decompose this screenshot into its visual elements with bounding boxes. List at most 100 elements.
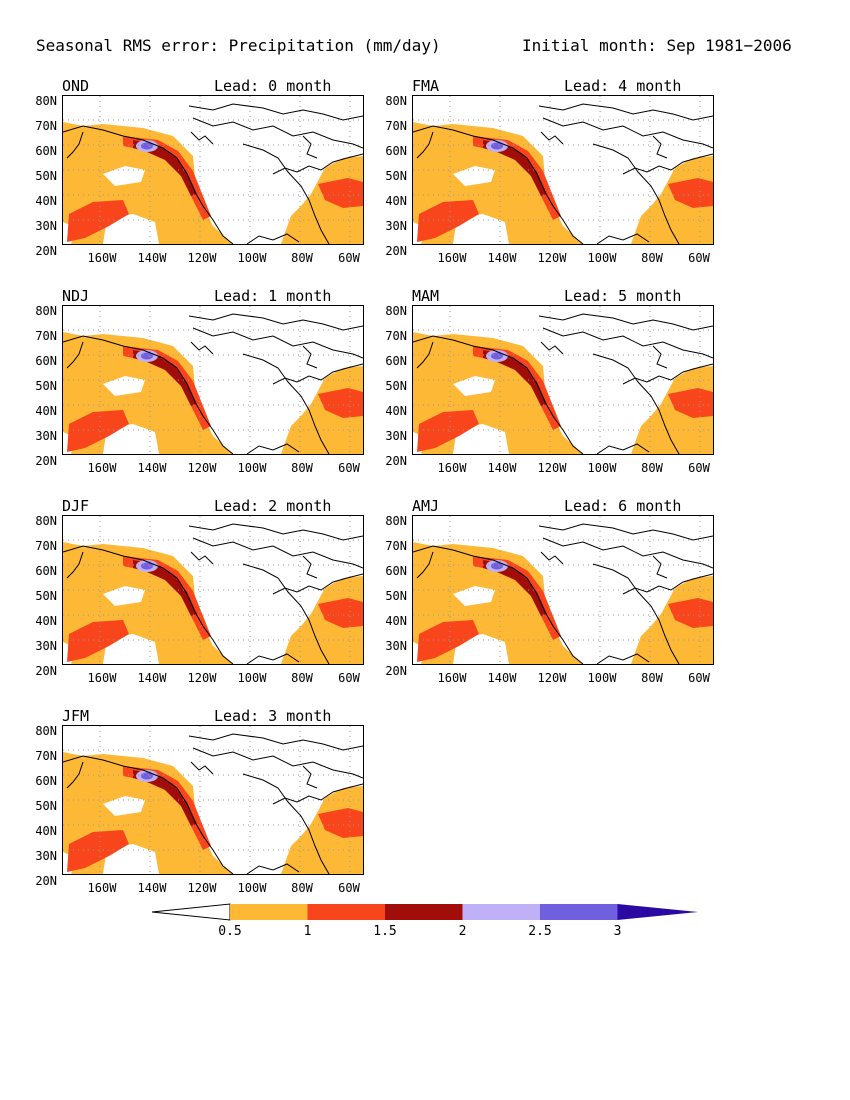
season-label: JFM [62, 707, 90, 725]
lat-tick-label: 20N [35, 664, 57, 678]
lat-tick-label: 50N [385, 169, 407, 183]
lat-tick-label: 50N [35, 589, 57, 603]
lat-tick-label: 30N [35, 639, 57, 653]
colorbar-tick-label: 0.5 [218, 924, 242, 939]
precip-map [412, 305, 714, 455]
lon-tick-label: 60W [688, 251, 710, 265]
colorbar-segment [462, 904, 540, 920]
lon-tick-label: 120W [187, 671, 217, 685]
lat-tick-label: 80N [35, 304, 57, 318]
lat-tick-label: 80N [35, 724, 57, 738]
season-label: NDJ [62, 287, 90, 305]
lon-tick-label: 140W [137, 671, 167, 685]
precip-map [62, 515, 364, 665]
lat-tick-label: 60N [35, 354, 57, 368]
lat-tick-label: 80N [385, 94, 407, 108]
lon-tick-label: 120W [537, 251, 567, 265]
lon-tick-label: 100W [237, 461, 267, 475]
lon-tick-label: 160W [87, 461, 117, 475]
precip-map [412, 515, 714, 665]
lat-tick-label: 60N [385, 354, 407, 368]
lon-tick-label: 140W [487, 461, 517, 475]
lon-tick-label: 140W [487, 251, 517, 265]
lat-tick-label: 70N [35, 119, 57, 133]
lon-tick-label: 140W [137, 881, 167, 895]
colorbar-segment [385, 904, 463, 920]
lat-tick-label: 40N [385, 194, 407, 208]
lon-tick-label: 120W [187, 881, 217, 895]
colorbar-tick-label: 2.5 [528, 924, 552, 939]
lead-label: Lead: 1 month [214, 287, 332, 305]
lon-tick-label: 100W [237, 251, 267, 265]
season-label: MAM [412, 287, 440, 305]
lat-tick-label: 80N [35, 94, 57, 108]
lat-tick-label: 70N [385, 329, 407, 343]
lat-tick-label: 20N [35, 454, 57, 468]
colorbar-tick-label: 2 [458, 924, 467, 939]
lat-tick-label: 60N [35, 564, 57, 578]
precip-map [62, 305, 364, 455]
map-panel: NDJ Lead: 1 month 80N 70N 60N 50N 40N 30N 20N 160… [27, 287, 367, 490]
map-panel: AMJ Lead: 6 month 80N 70N 60N 50N 40N 30N 20N 160… [377, 497, 717, 700]
lat-tick-label: 20N [385, 244, 407, 258]
lon-tick-label: 140W [137, 251, 167, 265]
map-panel: JFM Lead: 3 month 80N 70N 60N 50N 40N 30N 20N 160… [27, 707, 367, 910]
lat-tick-label: 60N [385, 564, 407, 578]
lat-tick-label: 60N [35, 144, 57, 158]
lon-tick-label: 80W [291, 461, 313, 475]
colorbar-segment [307, 904, 385, 920]
lat-tick-label: 20N [35, 874, 57, 888]
lon-tick-label: 120W [187, 251, 217, 265]
lon-tick-label: 160W [437, 671, 467, 685]
lat-tick-label: 40N [35, 194, 57, 208]
colorbar-low-arrow [151, 903, 231, 921]
lat-tick-label: 20N [35, 244, 57, 258]
lat-tick-label: 20N [385, 454, 407, 468]
lat-tick-label: 50N [35, 379, 57, 393]
lat-tick-label: 70N [385, 119, 407, 133]
figure-title: Seasonal RMS error: Precipitation (mm/da… [36, 36, 441, 55]
lat-tick-label: 30N [385, 639, 407, 653]
lon-tick-label: 80W [291, 671, 313, 685]
colorbar-tick-label: 1.5 [373, 924, 397, 939]
lon-tick-label: 160W [87, 671, 117, 685]
lon-tick-label: 80W [291, 251, 313, 265]
lead-label: Lead: 4 month [564, 77, 682, 95]
lon-tick-label: 120W [187, 461, 217, 475]
colorbar-high-arrow [617, 904, 698, 920]
map-panel: DJF Lead: 2 month 80N 70N 60N 50N 40N 30N 20N 160… [27, 497, 367, 700]
lon-tick-label: 60W [338, 461, 360, 475]
lon-tick-label: 60W [688, 671, 710, 685]
lead-label: Lead: 3 month [214, 707, 332, 725]
lon-tick-label: 60W [338, 881, 360, 895]
lon-tick-label: 60W [688, 461, 710, 475]
lat-tick-label: 50N [35, 169, 57, 183]
lat-tick-label: 60N [385, 144, 407, 158]
lead-label: Lead: 5 month [564, 287, 682, 305]
lat-tick-label: 50N [385, 379, 407, 393]
lon-tick-label: 140W [137, 461, 167, 475]
lon-tick-label: 100W [587, 251, 617, 265]
lat-tick-label: 70N [35, 539, 57, 553]
season-label: DJF [62, 497, 90, 515]
lat-tick-label: 30N [35, 849, 57, 863]
map-panel: FMA Lead: 4 month 80N 70N 60N 50N 40N 30N 20N 160… [377, 77, 717, 280]
lat-tick-label: 50N [35, 799, 57, 813]
map-panel: OND Lead: 0 month 80N 70N 60N 50N 40N 30N 20N 160… [27, 77, 367, 280]
lead-label: Lead: 6 month [564, 497, 682, 515]
colorbar [151, 903, 698, 921]
lon-tick-label: 80W [641, 251, 663, 265]
lat-tick-label: 70N [35, 749, 57, 763]
colorbar-segment [230, 904, 308, 920]
lat-tick-label: 40N [385, 614, 407, 628]
lon-tick-label: 160W [437, 461, 467, 475]
lon-tick-label: 160W [87, 881, 117, 895]
lon-tick-label: 80W [291, 881, 313, 895]
lat-tick-label: 50N [385, 589, 407, 603]
lon-tick-label: 100W [587, 671, 617, 685]
lon-tick-label: 140W [487, 671, 517, 685]
lon-tick-label: 120W [537, 461, 567, 475]
lon-tick-label: 100W [237, 671, 267, 685]
precip-map [62, 725, 364, 875]
lat-tick-label: 20N [385, 664, 407, 678]
